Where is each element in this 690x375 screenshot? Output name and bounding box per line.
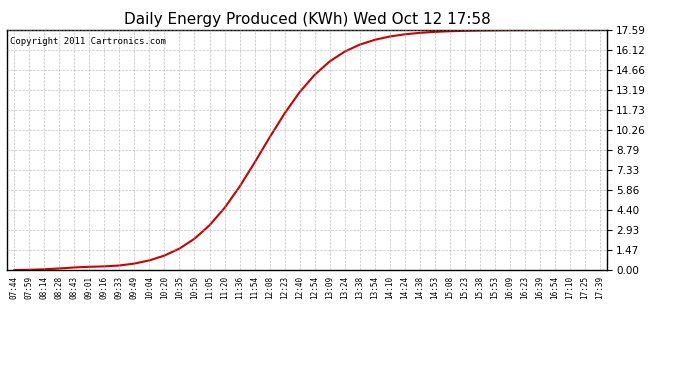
Text: Copyright 2011 Cartronics.com: Copyright 2011 Cartronics.com <box>10 37 166 46</box>
Title: Daily Energy Produced (KWh) Wed Oct 12 17:58: Daily Energy Produced (KWh) Wed Oct 12 1… <box>124 12 491 27</box>
